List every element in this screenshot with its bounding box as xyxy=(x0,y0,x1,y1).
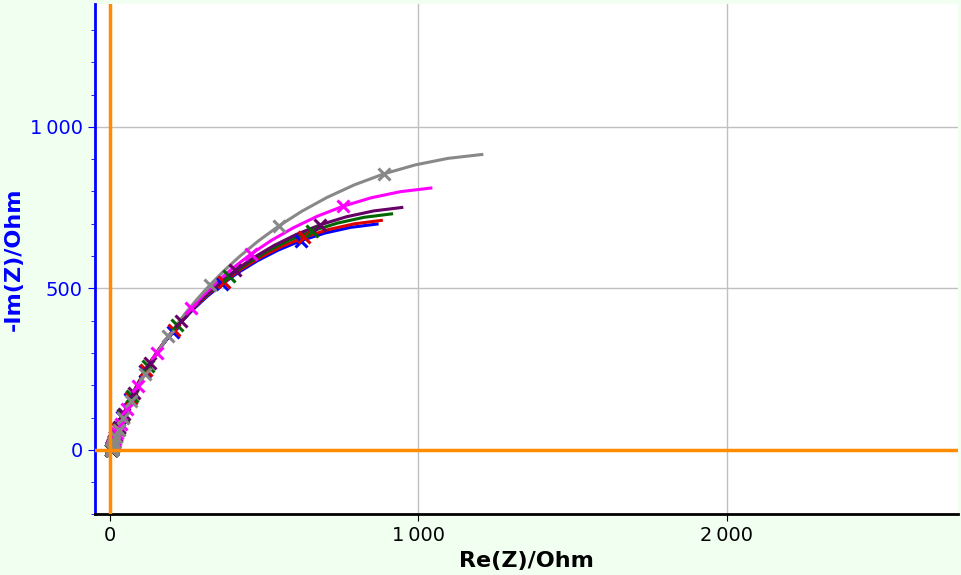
Y-axis label: -Im(Z)/Ohm: -Im(Z)/Ohm xyxy=(4,187,24,331)
X-axis label: Re(Z)/Ohm: Re(Z)/Ohm xyxy=(458,551,593,571)
